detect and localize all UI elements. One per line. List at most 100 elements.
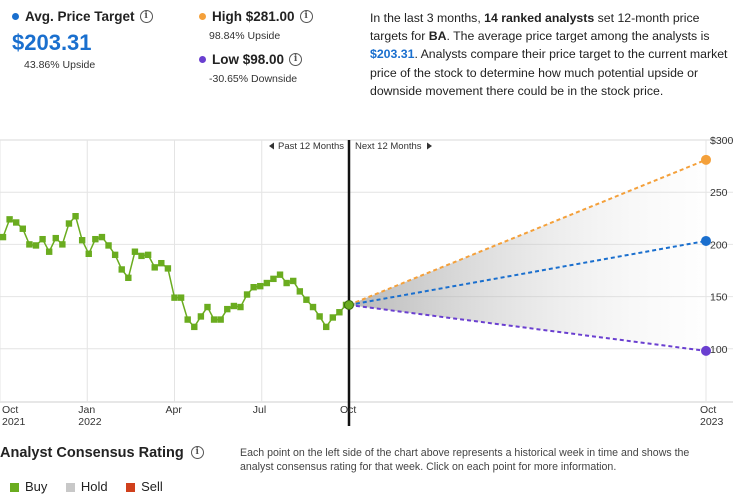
history-point[interactable] xyxy=(164,265,172,272)
history-point[interactable] xyxy=(6,216,13,223)
info-icon[interactable]: i xyxy=(190,446,204,460)
history-point[interactable] xyxy=(309,303,317,311)
history-point[interactable] xyxy=(151,264,158,271)
avg-dot-icon xyxy=(12,13,19,21)
history-point[interactable] xyxy=(98,233,106,241)
desc-avg: $203.31 xyxy=(370,47,415,62)
history-point[interactable] xyxy=(197,313,205,320)
history-point[interactable] xyxy=(336,309,343,316)
hold-swatch-icon xyxy=(65,483,75,493)
legend-hold[interactable]: Hold xyxy=(65,479,108,494)
history-point[interactable] xyxy=(217,316,224,323)
consensus-title: Analyst Consensus Rating xyxy=(0,445,184,461)
history-point[interactable] xyxy=(32,242,40,249)
desc-analysts: 14 ranked analysts xyxy=(484,11,595,25)
history-point[interactable] xyxy=(26,241,33,248)
history-point[interactable] xyxy=(276,271,284,278)
history-point[interactable] xyxy=(39,235,46,243)
history-point[interactable] xyxy=(290,277,297,285)
x-tick-year-label: 2022 xyxy=(78,416,102,428)
y-tick-label: $300 xyxy=(710,135,733,147)
history-point[interactable] xyxy=(243,291,251,298)
avg-target-label: Avg. Price Target xyxy=(25,9,135,24)
history-series xyxy=(0,213,350,331)
target-point-average[interactable] xyxy=(701,235,711,246)
history-point[interactable] xyxy=(177,294,185,301)
low-target-block: Low $98.00 i -30.65% Downside xyxy=(199,51,359,85)
history-point[interactable] xyxy=(118,266,125,273)
history-point[interactable] xyxy=(210,316,218,323)
history-point[interactable] xyxy=(72,213,79,220)
legend-sell-label: Sell xyxy=(141,479,163,494)
history-point[interactable] xyxy=(191,323,198,331)
history-point[interactable] xyxy=(125,274,132,282)
history-point[interactable] xyxy=(59,241,66,248)
history-point[interactable] xyxy=(257,282,264,290)
target-line-high xyxy=(348,158,707,306)
x-tick-label: Apr xyxy=(166,404,183,416)
history-point[interactable] xyxy=(144,251,152,259)
history-point[interactable] xyxy=(65,220,73,227)
history-point[interactable] xyxy=(85,250,92,257)
info-icon[interactable]: i xyxy=(289,53,303,67)
history-point[interactable] xyxy=(138,252,145,260)
history-point[interactable] xyxy=(204,303,211,311)
history-point[interactable] xyxy=(263,279,271,287)
x-tick-label: Jul xyxy=(253,404,266,416)
description: In the last 3 months, 14 ranked analysts… xyxy=(370,9,728,100)
avg-upside: 43.86% Upside xyxy=(24,59,96,71)
next-12-months-label: Next 12 Months xyxy=(355,141,422,152)
history-point[interactable] xyxy=(12,219,20,226)
history-point[interactable] xyxy=(105,242,112,249)
history-point[interactable] xyxy=(111,251,119,259)
avg-target-block: Avg. Price Target i $203.31 43.86% Upside xyxy=(12,8,182,71)
history-point[interactable] xyxy=(224,305,231,313)
history-point[interactable] xyxy=(19,225,26,232)
consensus-note: Each point on the left side of the chart… xyxy=(240,447,690,473)
history-point[interactable] xyxy=(323,323,330,331)
target-point-high[interactable] xyxy=(701,154,711,165)
period-header: Past 12 Months Next 12 Months xyxy=(269,141,432,152)
history-point[interactable] xyxy=(131,248,139,255)
target-point-low[interactable] xyxy=(701,345,711,356)
history-point[interactable] xyxy=(78,237,86,244)
info-icon[interactable]: i xyxy=(299,10,313,24)
desc-text-1: In the last 3 months, xyxy=(370,11,485,25)
history-point[interactable] xyxy=(316,313,323,320)
x-tick-year-label: 2021 xyxy=(2,416,26,428)
y-tick-label: 250 xyxy=(710,187,728,199)
history-point[interactable] xyxy=(329,314,337,321)
low-target-label-row: Low $98.00 i xyxy=(199,51,359,69)
history-point[interactable] xyxy=(250,284,257,291)
history-point[interactable] xyxy=(296,288,304,295)
today-divider xyxy=(344,140,354,426)
current-price-point xyxy=(344,299,354,310)
history-point[interactable] xyxy=(230,302,238,310)
low-target-label: Low $98.00 xyxy=(212,52,285,67)
x-tick-label: Oct xyxy=(2,404,18,416)
history-point[interactable] xyxy=(237,303,244,311)
history-point[interactable] xyxy=(184,316,191,323)
history-point[interactable] xyxy=(92,235,99,243)
high-dot-icon xyxy=(199,13,206,21)
avg-target-label-row: Avg. Price Target i xyxy=(12,8,182,26)
history-point[interactable] xyxy=(171,294,178,301)
history-point[interactable] xyxy=(270,275,277,283)
legend-sell[interactable]: Sell xyxy=(126,479,163,494)
legend-buy[interactable]: Buy xyxy=(10,479,47,494)
forecast-cone-area xyxy=(349,159,706,351)
desc-text-3: . The average price target among the ana… xyxy=(446,29,710,44)
history-point[interactable] xyxy=(283,279,290,287)
x-tick-label: Oct xyxy=(700,404,716,416)
history-point[interactable] xyxy=(45,248,53,255)
sell-swatch-icon xyxy=(126,483,136,493)
info-icon[interactable]: i xyxy=(139,10,153,24)
target-line-low xyxy=(348,303,707,352)
right-arrow-icon xyxy=(427,142,432,150)
history-point[interactable] xyxy=(52,234,59,242)
history-point[interactable] xyxy=(303,296,310,303)
history-point[interactable] xyxy=(0,233,7,241)
history-point[interactable] xyxy=(158,259,165,267)
desc-text-2: set 12-month price targets for xyxy=(370,11,700,44)
